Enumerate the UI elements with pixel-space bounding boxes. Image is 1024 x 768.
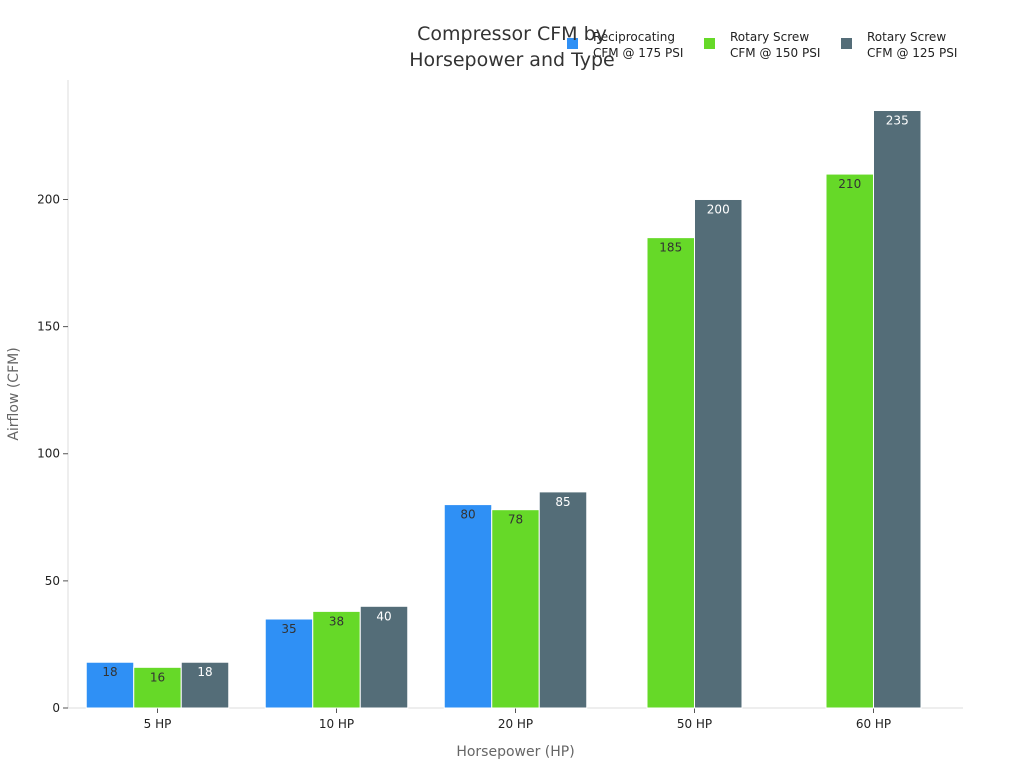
- legend-swatch: [704, 38, 715, 49]
- axes: 0 50 100 150 200 5 HP 10 HP 20 HP 50 HP 60 HP Hors…: [6, 80, 963, 760]
- x-tick-label: 10 HP: [319, 717, 354, 731]
- chart-title-line: Horsepower and Type: [409, 49, 615, 71]
- y-tick-label: 0: [52, 701, 60, 715]
- x-tick-label: 50 HP: [677, 717, 712, 731]
- data-label: 40: [376, 609, 391, 623]
- bar: [85, 661, 135, 709]
- bar: [312, 610, 361, 709]
- data-label: 18: [197, 665, 212, 679]
- data-label: 18: [102, 665, 117, 679]
- legend-label: CFM @ 150 PSI: [730, 46, 820, 60]
- legend-label: Rotary Screw: [730, 30, 809, 44]
- y-tick-label: 200: [37, 192, 60, 206]
- y-tick-label: 150: [37, 320, 60, 334]
- bar: [873, 110, 922, 709]
- legend: Reciprocating CFM @ 175 PSI Rotary Screw CF…: [567, 30, 957, 60]
- bars: [85, 110, 922, 709]
- chart-title-line: Compressor CFM by: [417, 23, 607, 45]
- x-tick-label: 5 HP: [144, 717, 172, 731]
- data-label: 185: [659, 241, 682, 255]
- legend-label: CFM @ 125 PSI: [867, 46, 957, 60]
- data-label: 78: [508, 513, 523, 527]
- x-tick-label: 20 HP: [498, 717, 533, 731]
- chart-title: Compressor CFM by Horsepower and Type: [409, 23, 615, 71]
- bar: [538, 491, 588, 709]
- y-tick-label: 100: [37, 447, 60, 461]
- data-label: 80: [460, 508, 475, 522]
- x-tick-label: 60 HP: [856, 717, 891, 731]
- data-label: 35: [281, 622, 296, 636]
- data-label: 235: [886, 114, 909, 128]
- legend-label: CFM @ 175 PSI: [593, 46, 683, 60]
- y-tick-label: 50: [45, 574, 60, 588]
- bar: [180, 661, 230, 709]
- bar: [359, 605, 409, 709]
- bar: [491, 509, 540, 709]
- data-labels: 18 16 18 35 38 40 80 78 85 185 200 210 235: [102, 114, 908, 685]
- bar: [443, 504, 493, 709]
- legend-swatch: [567, 38, 578, 49]
- legend-label: Rotary Screw: [867, 30, 946, 44]
- bar: [694, 198, 743, 709]
- data-label: 210: [838, 177, 861, 191]
- legend-label: Reciprocating: [593, 30, 675, 44]
- bar: [133, 666, 182, 709]
- legend-swatch: [841, 38, 852, 49]
- data-label: 200: [707, 202, 730, 216]
- bar: [825, 173, 874, 709]
- y-axis-title: Airflow (CFM): [6, 347, 22, 440]
- bar: [264, 618, 314, 709]
- x-axis-title: Horsepower (HP): [456, 744, 574, 760]
- bar: [646, 237, 695, 709]
- data-label: 16: [150, 670, 165, 684]
- data-label: 38: [329, 614, 344, 628]
- data-label: 85: [555, 495, 570, 509]
